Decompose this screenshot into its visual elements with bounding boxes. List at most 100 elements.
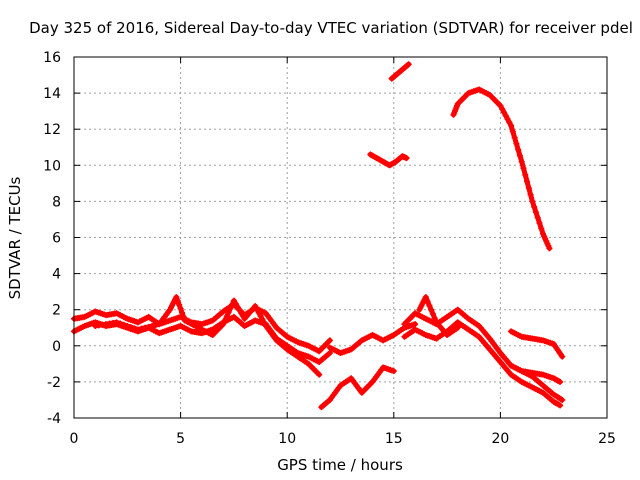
data-point bbox=[225, 309, 232, 316]
data-point bbox=[422, 294, 429, 301]
data-point bbox=[454, 324, 461, 331]
data-point bbox=[515, 146, 522, 153]
data-point bbox=[127, 324, 134, 331]
data-point bbox=[532, 209, 539, 216]
data-point bbox=[502, 112, 509, 119]
series-band-d bbox=[326, 321, 419, 357]
data-point bbox=[239, 312, 246, 319]
series-band-g bbox=[416, 294, 461, 338]
data-point bbox=[536, 220, 543, 227]
data-point bbox=[227, 305, 234, 312]
series-trace bbox=[450, 86, 552, 251]
y-tick-label: 8 bbox=[52, 194, 61, 210]
y-axis-title: SDTVAR / TECUs bbox=[6, 176, 24, 299]
series-band-f bbox=[401, 319, 564, 409]
data-point bbox=[405, 61, 412, 68]
data-point bbox=[431, 315, 438, 322]
data-point bbox=[529, 198, 536, 205]
data-point bbox=[497, 102, 504, 109]
data-point bbox=[120, 321, 127, 328]
y-tick-label: 10 bbox=[43, 158, 61, 174]
data-point bbox=[520, 165, 527, 172]
y-tick-label: 14 bbox=[43, 86, 61, 102]
data-point bbox=[173, 294, 180, 301]
x-tick-label: 5 bbox=[176, 431, 185, 447]
y-tick-label: 0 bbox=[52, 339, 61, 355]
data-point bbox=[252, 303, 259, 310]
axis-ticks: 0 5 10 15 20 25 -4 -2 0 2 4 6 8 10 12 14 16 bbox=[43, 50, 616, 447]
data-point bbox=[557, 378, 564, 385]
data-point bbox=[176, 301, 183, 308]
data-point bbox=[534, 214, 541, 221]
data-point bbox=[220, 321, 227, 328]
y-tick-label: -2 bbox=[47, 375, 61, 391]
data-point bbox=[117, 320, 124, 327]
series-arc-14-15 bbox=[367, 151, 410, 169]
data-point bbox=[134, 326, 141, 333]
data-point bbox=[390, 368, 397, 375]
data-point bbox=[516, 152, 523, 159]
series-band-i bbox=[508, 362, 566, 403]
y-tick-label: 16 bbox=[43, 50, 61, 66]
data-point bbox=[145, 323, 152, 330]
series-arc-low bbox=[318, 364, 397, 411]
data-point bbox=[538, 225, 545, 232]
data-point bbox=[426, 302, 433, 309]
data-point bbox=[504, 115, 511, 122]
data-point bbox=[113, 319, 120, 326]
series-band-c bbox=[92, 294, 323, 378]
data-point bbox=[511, 134, 518, 141]
data-point bbox=[261, 319, 268, 326]
data-point bbox=[222, 317, 229, 324]
data-point bbox=[509, 128, 516, 135]
data-point bbox=[316, 371, 323, 378]
data-point bbox=[232, 300, 239, 307]
data-point bbox=[326, 337, 333, 344]
series-band-h bbox=[508, 328, 566, 360]
data-point bbox=[559, 396, 566, 403]
data-point bbox=[527, 191, 534, 198]
data-point bbox=[149, 322, 156, 329]
data-point bbox=[152, 322, 159, 329]
data-point bbox=[138, 325, 145, 332]
y-tick-label: 4 bbox=[52, 267, 61, 283]
data-point bbox=[124, 322, 131, 329]
data-point bbox=[234, 303, 241, 310]
data-point bbox=[177, 305, 184, 312]
x-tick-label: 10 bbox=[278, 431, 296, 447]
data-point bbox=[557, 402, 564, 409]
x-axis-title: GPS time / hours bbox=[277, 456, 403, 474]
data-point bbox=[236, 306, 243, 313]
series-arc-17-22 bbox=[450, 86, 553, 252]
data-point bbox=[142, 324, 149, 331]
data-point bbox=[230, 297, 237, 304]
data-point bbox=[259, 316, 266, 323]
data-point bbox=[255, 309, 262, 316]
data-point bbox=[257, 313, 264, 320]
data-point bbox=[428, 306, 435, 313]
data-series bbox=[71, 61, 566, 411]
data-point bbox=[326, 350, 333, 357]
x-tick-label: 0 bbox=[70, 431, 79, 447]
data-point bbox=[429, 310, 436, 317]
data-point bbox=[174, 297, 181, 304]
data-point bbox=[524, 178, 531, 185]
data-point bbox=[513, 140, 520, 147]
data-point bbox=[546, 245, 553, 252]
x-tick-label: 20 bbox=[491, 431, 509, 447]
data-point bbox=[500, 109, 507, 116]
data-point bbox=[522, 171, 529, 178]
series-arc-15-top bbox=[388, 61, 412, 82]
data-point bbox=[518, 158, 525, 165]
data-point bbox=[179, 309, 186, 316]
chart-title: Day 325 of 2016, Sidereal Day-to-day VTE… bbox=[29, 19, 633, 37]
data-point bbox=[424, 298, 431, 305]
y-tick-label: 6 bbox=[52, 231, 61, 247]
data-point bbox=[223, 313, 230, 320]
data-point bbox=[559, 353, 566, 360]
data-point bbox=[403, 155, 410, 162]
data-point bbox=[506, 119, 513, 126]
data-point bbox=[238, 309, 245, 316]
x-tick-label: 25 bbox=[598, 431, 616, 447]
